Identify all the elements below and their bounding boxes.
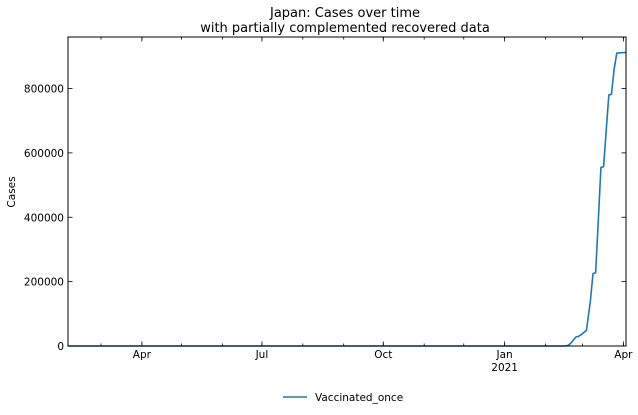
x-tick-label: Jul [255, 349, 269, 361]
y-axis-ticks: 0 200000 400000 600000 800000 [24, 84, 626, 353]
y-tick-label: 800000 [24, 84, 64, 96]
y-axis-label: Cases [6, 176, 18, 207]
y-tick-label: 200000 [24, 277, 64, 289]
x-tick-label: Apr [614, 349, 633, 361]
y-tick-label: 400000 [24, 212, 64, 224]
series-layer [68, 51, 627, 347]
chart-subtitle: with partially complemented recovered da… [200, 21, 490, 36]
series-line-vaccinated-once [68, 51, 627, 347]
x-tick-sublabel: 2021 [491, 362, 518, 374]
y-tick-label: 0 [57, 341, 64, 353]
legend: Vaccinated_once [283, 392, 403, 404]
chart-title: Japan: Cases over time [269, 6, 420, 21]
legend-label: Vaccinated_once [315, 392, 403, 404]
x-tick-label: Jan [496, 349, 513, 361]
x-tick-label: Oct [374, 349, 392, 361]
y-tick-label: 600000 [24, 148, 64, 160]
plot-frame [67, 36, 627, 347]
x-tick-label: Apr [133, 349, 152, 361]
